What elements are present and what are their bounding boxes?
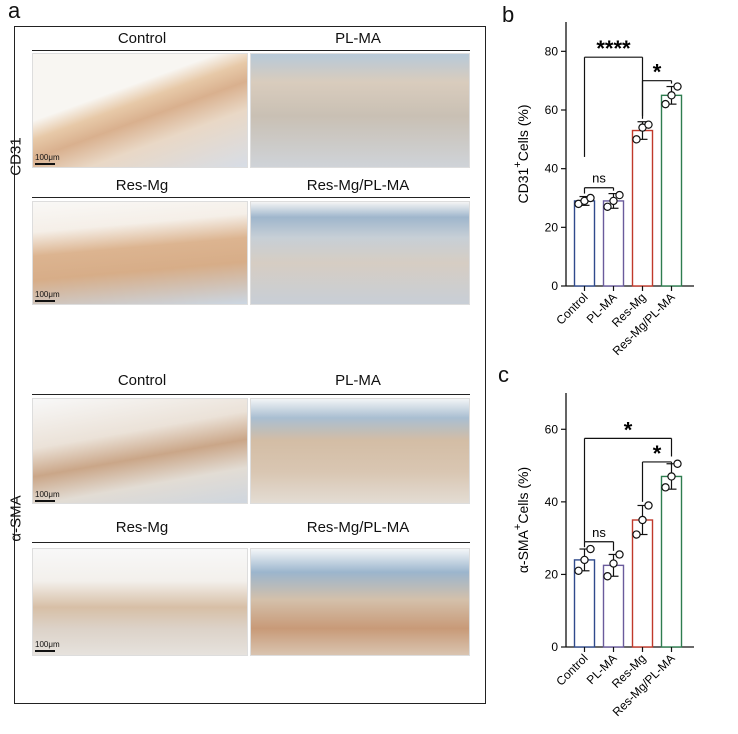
scale-bar: [35, 163, 55, 165]
data-point: [609, 559, 618, 568]
data-point: [644, 501, 653, 510]
y-tick-label: 40: [545, 495, 559, 509]
bar: [660, 475, 683, 648]
y-tick-label: 20: [545, 567, 559, 581]
histology-image-asma-plma: [250, 398, 470, 504]
y-tick-label: 0: [551, 279, 558, 293]
significance-label: ns: [592, 525, 606, 540]
data-point: [603, 572, 612, 581]
data-point: [632, 135, 641, 144]
col-label-control: Control: [117, 30, 167, 47]
y-axis-label: α-SMA+Cells (%): [512, 467, 531, 573]
histology-image-asma-control: [32, 398, 248, 504]
data-point: [644, 120, 653, 129]
data-point: [615, 190, 624, 200]
significance-label: ****: [596, 36, 631, 61]
col-label-resmg-plma: Res-Mg/PL-MA: [306, 519, 410, 536]
y-tick-label: 60: [545, 103, 559, 117]
stain-label-cd31: CD31: [7, 137, 25, 176]
data-point: [638, 515, 647, 525]
y-axis-label: CD31+Cells (%): [512, 104, 531, 203]
bar: [573, 200, 596, 287]
significance-label: *: [653, 60, 662, 85]
col-label-resmg: Res-Mg: [115, 177, 169, 194]
data-point: [667, 472, 676, 481]
data-point: [661, 99, 670, 109]
data-point: [580, 555, 589, 565]
bar: [631, 129, 654, 287]
bar: [602, 200, 625, 287]
header-rule: [32, 197, 470, 198]
scale-label: 100μm: [35, 640, 60, 649]
significance-label: *: [653, 441, 662, 466]
data-point: [632, 530, 641, 539]
data-point: [609, 196, 618, 206]
histology-frame: [14, 26, 486, 704]
y-tick-label: 20: [545, 220, 559, 234]
data-point: [615, 550, 624, 559]
col-label-plma: PL-MA: [335, 372, 381, 389]
panel-letter-a: a: [8, 0, 21, 23]
data-point: [667, 91, 676, 100]
y-tick-label: 60: [545, 422, 559, 436]
panel-letter-b: b: [502, 2, 515, 27]
scale-bar: [35, 650, 55, 652]
scale-label: 100μm: [35, 153, 60, 162]
histology-image-cd31-plma: [250, 53, 470, 168]
data-point: [603, 202, 612, 211]
data-point: [586, 193, 595, 203]
col-label-resmg: Res-Mg: [115, 519, 169, 536]
significance-label: *: [624, 417, 633, 442]
histology-image-asma-resmg: [32, 548, 248, 656]
header-rule: [32, 542, 470, 543]
col-label-control: Control: [117, 372, 167, 389]
y-tick-label: 40: [545, 162, 559, 176]
histology-image-cd31-resmg: [32, 201, 248, 305]
bar: [660, 94, 683, 287]
scale-label: 100μm: [35, 290, 60, 299]
y-tick-label: 80: [545, 44, 559, 58]
x-tick-label: Control: [553, 651, 590, 688]
data-point: [673, 459, 682, 468]
data-point: [673, 82, 682, 91]
data-point: [586, 544, 595, 554]
data-point: [661, 483, 670, 492]
scale-label: 100μm: [35, 490, 60, 499]
bar: [631, 519, 654, 648]
histology-image-cd31-control: [32, 53, 248, 168]
header-rule: [32, 50, 470, 51]
significance-label: ns: [592, 171, 606, 186]
histology-image-asma-resmg-plma: [250, 548, 470, 656]
scale-bar: [35, 500, 55, 502]
header-rule: [32, 394, 470, 395]
x-tick-label: Control: [553, 290, 590, 327]
y-tick-label: 0: [551, 640, 558, 654]
col-label-plma: PL-MA: [335, 30, 381, 47]
col-label-resmg-plma: Res-Mg/PL-MA: [306, 177, 410, 194]
panel-letter-c: c: [498, 362, 509, 387]
histology-image-cd31-resmg-plma: [250, 201, 470, 305]
data-point: [574, 566, 583, 575]
scale-bar: [35, 300, 55, 302]
stain-label-asma: α-SMA: [7, 495, 25, 542]
